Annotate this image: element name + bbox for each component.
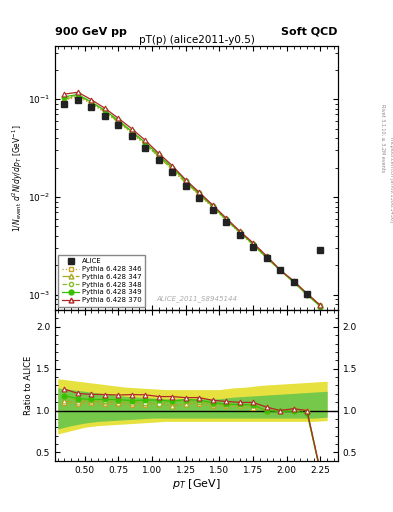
Text: 900 GeV pp: 900 GeV pp: [55, 27, 127, 37]
Text: Rivet 3.1.10, ≥ 3.2M events: Rivet 3.1.10, ≥ 3.2M events: [381, 104, 386, 173]
Title: pT(p) (alice2011-y0.5): pT(p) (alice2011-y0.5): [139, 35, 254, 45]
Text: mcplots.cern.ch [arXiv:1306.3436]: mcplots.cern.ch [arXiv:1306.3436]: [389, 137, 393, 222]
Text: ALICE_2011_S8945144: ALICE_2011_S8945144: [156, 295, 237, 302]
Y-axis label: Ratio to ALICE: Ratio to ALICE: [24, 356, 33, 415]
Text: Soft QCD: Soft QCD: [281, 27, 338, 37]
X-axis label: $p_T$ [GeV]: $p_T$ [GeV]: [172, 477, 221, 492]
Y-axis label: $1/N_{\rm event}\ d^2N/dy/dp_T\ [\rm GeV^{-1}]$: $1/N_{\rm event}\ d^2N/dy/dp_T\ [\rm GeV…: [11, 124, 25, 232]
Legend: ALICE, Pythia 6.428 346, Pythia 6.428 347, Pythia 6.428 348, Pythia 6.428 349, P: ALICE, Pythia 6.428 346, Pythia 6.428 34…: [59, 255, 145, 307]
